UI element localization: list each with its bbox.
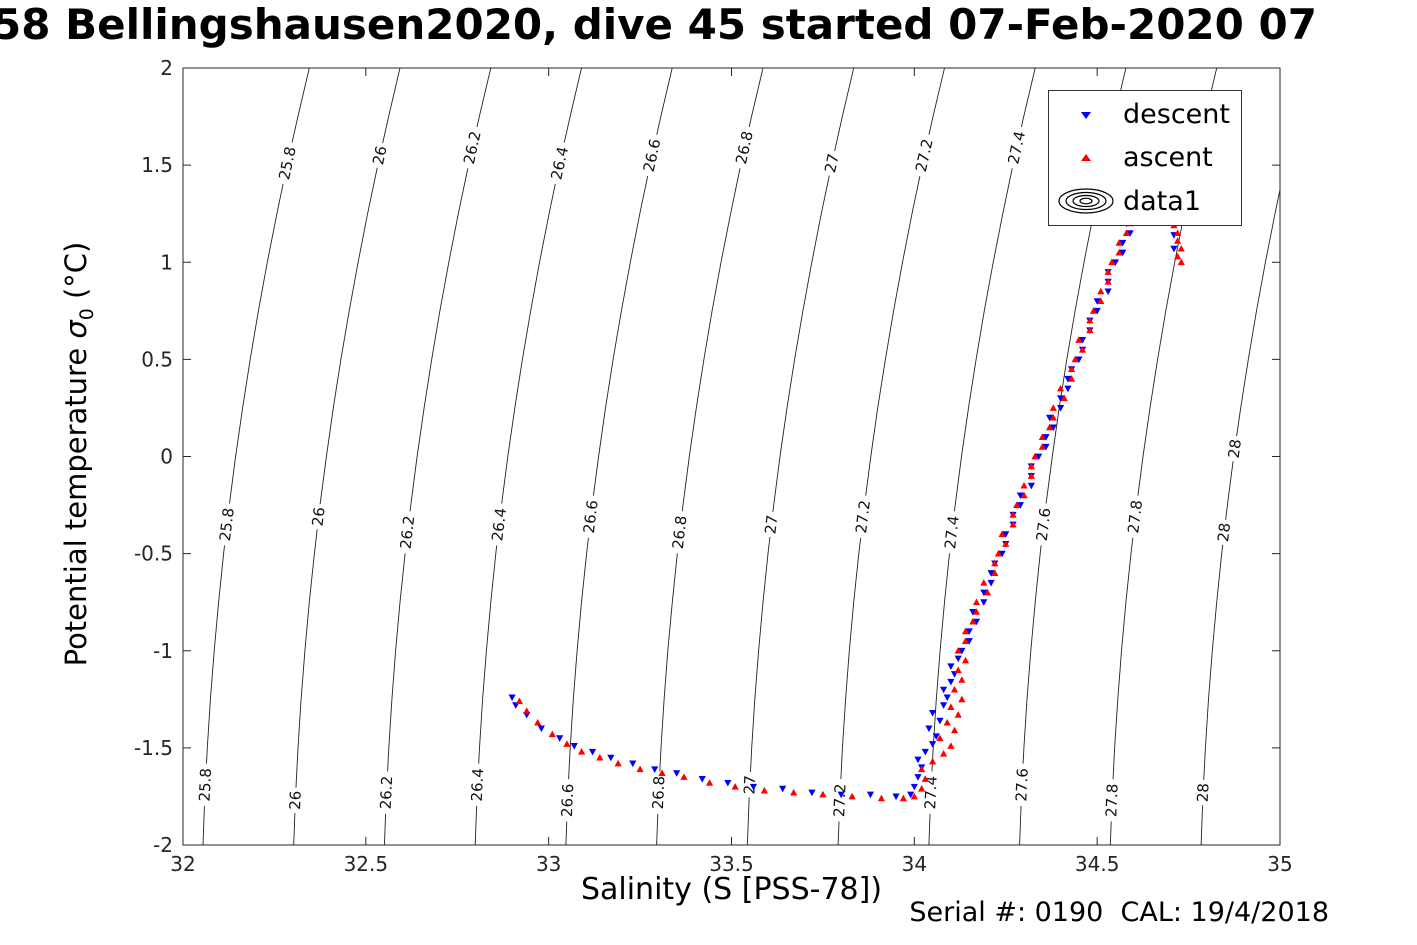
legend-label-ascent: ascent [1123, 142, 1213, 174]
svg-text:27: 27 [761, 514, 781, 535]
legend-item-descent[interactable]: descent [1049, 94, 1241, 136]
svg-text:27.4: 27.4 [1004, 129, 1029, 166]
svg-text:28: 28 [1225, 438, 1245, 459]
svg-text:26.8: 26.8 [649, 776, 668, 810]
legend-item-ascent[interactable]: ascent [1049, 137, 1241, 179]
svg-text:28: 28 [1194, 783, 1213, 803]
legend[interactable]: descent ascent data1 [1048, 90, 1242, 226]
y-tick-label: -2 [153, 833, 173, 857]
svg-text:27.4: 27.4 [941, 515, 963, 550]
y-tick-label: -0.5 [134, 542, 173, 566]
svg-text:26: 26 [286, 790, 305, 810]
svg-text:27: 27 [821, 152, 843, 174]
svg-text:27.2: 27.2 [852, 499, 874, 534]
triangle-up-icon [1049, 151, 1123, 165]
svg-text:26.4: 26.4 [468, 768, 488, 802]
x-tick-label: 32.5 [344, 852, 389, 876]
svg-text:26.6: 26.6 [640, 137, 665, 173]
svg-text:27: 27 [740, 775, 759, 795]
x-tick-label: 33 [536, 852, 561, 876]
svg-text:25.8: 25.8 [196, 768, 216, 802]
svg-text:27.2: 27.2 [830, 783, 849, 817]
svg-text:26.6: 26.6 [580, 499, 602, 534]
y-tick-label: -1.5 [134, 736, 173, 760]
ascent-points [515, 192, 1185, 802]
x-tick-label: 34.5 [1075, 852, 1120, 876]
x-axis-label: Salinity (S [PSS-78]) [580, 872, 883, 907]
svg-text:26: 26 [309, 506, 329, 527]
svg-text:25.8: 25.8 [216, 507, 238, 542]
svg-text:27.8: 27.8 [1124, 499, 1146, 534]
svg-text:26.2: 26.2 [460, 129, 485, 166]
svg-text:28: 28 [1214, 522, 1234, 543]
x-tick-label: 35 [1267, 852, 1292, 876]
y-tick-label: 1.5 [141, 153, 173, 177]
contour-labels: 25.8 25.8 25.8 26 26 26 26.2 26.2 26.2 26.4 26.4 26… [194, 124, 1246, 822]
axes-box: 32 32.5 33 33.5 34 34.5 35 -2 -1.5 -1 -0.5 0 0.5 1 1.5… [134, 56, 1293, 876]
svg-text:26.6: 26.6 [558, 783, 577, 817]
figure-title: 58 Bellingshausen2020, dive 45 started 0… [0, 0, 1317, 49]
svg-text:26.2: 26.2 [377, 776, 396, 810]
x-tick-label: 33.5 [709, 852, 754, 876]
contour-rings-icon [1049, 187, 1123, 215]
y-tick-label: 0 [160, 445, 173, 469]
svg-text:26.8: 26.8 [732, 129, 757, 166]
y-tick-label: -1 [153, 639, 173, 663]
legend-label-descent: descent [1123, 99, 1230, 131]
y-tick-label: 2 [160, 56, 173, 80]
x-tick-label: 34 [902, 852, 927, 876]
descent-points [508, 185, 1178, 801]
svg-text:27.8: 27.8 [1102, 783, 1121, 817]
serial-cal-annotation: Serial #: 0190 CAL: 19/4/2018 [909, 897, 1329, 928]
svg-text:26.4: 26.4 [547, 145, 572, 181]
svg-text:25.8: 25.8 [275, 145, 300, 181]
x-tick-label: 32 [170, 852, 195, 876]
svg-text:26.8: 26.8 [669, 515, 691, 550]
svg-text:27.6: 27.6 [1012, 768, 1032, 802]
svg-text:26.2: 26.2 [397, 515, 419, 550]
svg-text:26.4: 26.4 [488, 507, 510, 542]
legend-item-data1[interactable]: data1 [1049, 180, 1241, 222]
legend-label-data1: data1 [1123, 185, 1201, 217]
svg-text:27.2: 27.2 [912, 137, 937, 173]
triangle-down-icon [1049, 108, 1123, 122]
svg-text:27.6: 27.6 [1033, 507, 1055, 542]
svg-text:26: 26 [369, 144, 391, 166]
svg-text:27.4: 27.4 [921, 776, 940, 810]
y-tick-label: 0.5 [141, 347, 173, 371]
y-tick-label: 1 [160, 250, 173, 274]
